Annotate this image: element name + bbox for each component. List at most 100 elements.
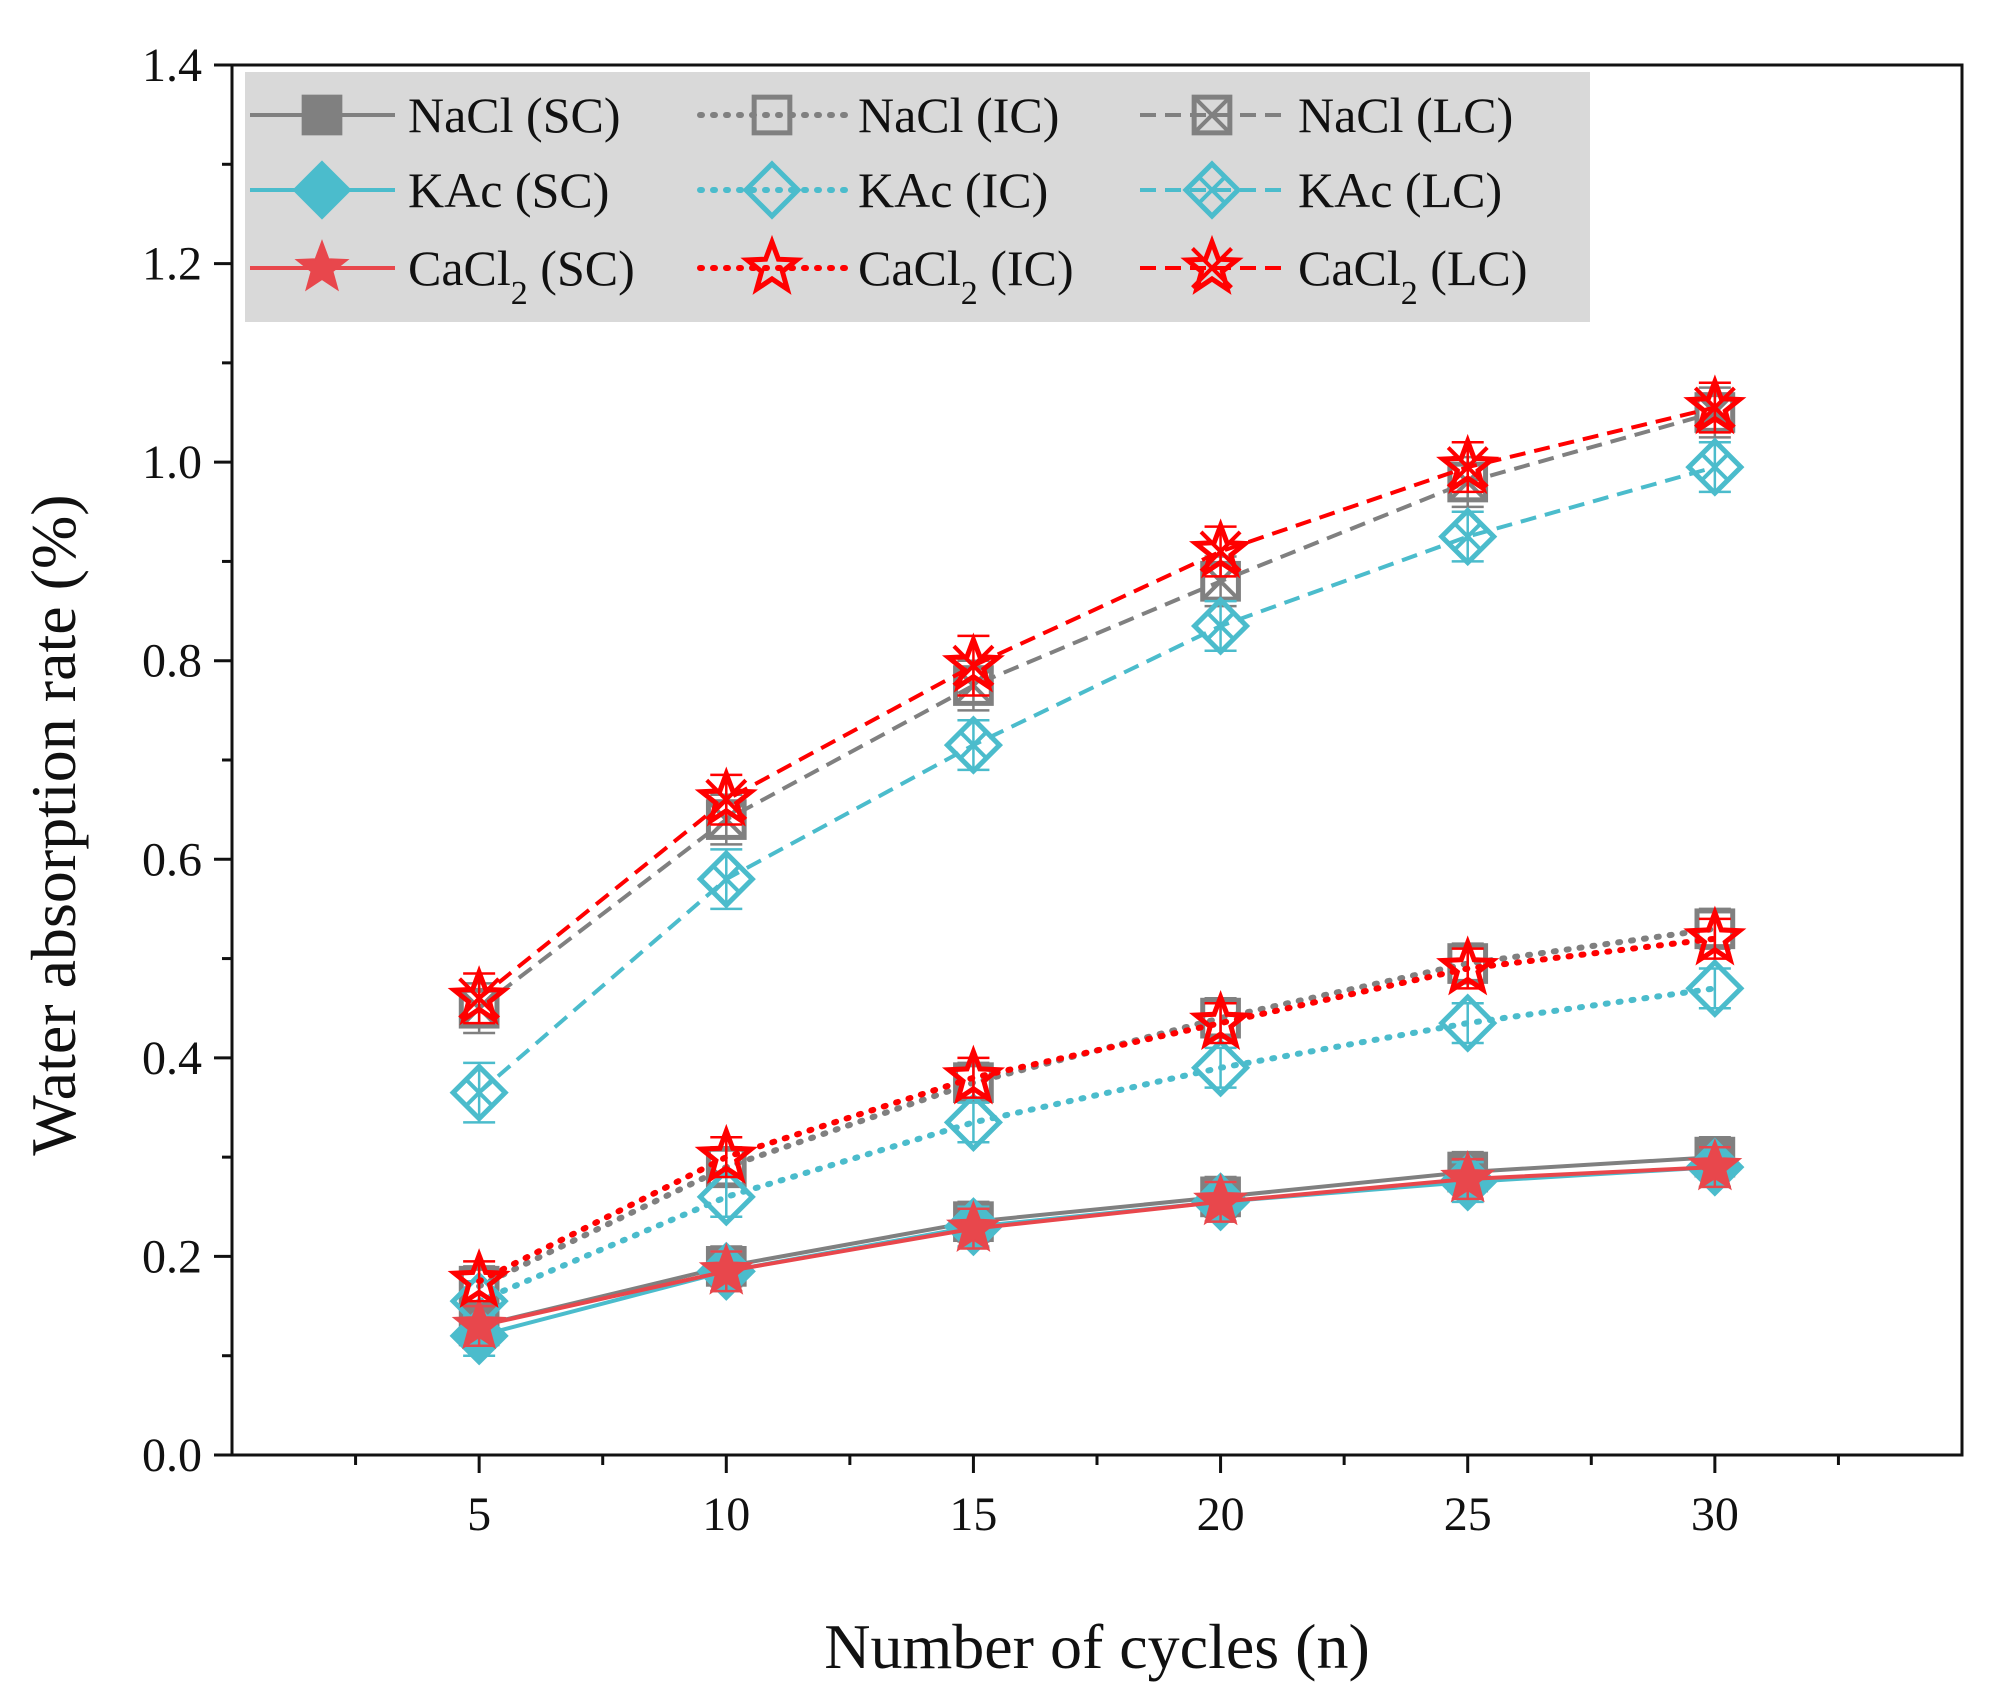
marker-star [941,632,1005,693]
marker-diamond [1438,993,1498,1053]
marker-cross [1700,452,1730,482]
marker-diamond [292,160,352,220]
series-line [476,935,1718,1285]
legend-label: NaCl (SC) [408,87,621,143]
marker-star [1436,935,1500,996]
series-line [477,410,1716,1010]
marker-diamond [696,849,756,909]
legend-label: CaCl2 (SC) [408,240,635,312]
marker-star [1683,374,1747,435]
x-tick-label: 10 [702,1488,750,1541]
marker-diamond [1438,507,1498,567]
marker-cross [464,1078,494,1108]
marker-star [1188,518,1253,579]
legend: NaCl (SC) NaCl (IC) NaCl (LC) KAc (SC) KAc (… [245,72,1590,322]
marker-cross [1192,95,1232,135]
marker-cross [958,730,988,760]
marker-diamond [449,1063,509,1123]
x-axis-title: Number of cycles (n) [824,1611,1370,1682]
legend-entry-nacl-sc-: NaCl (SC) [250,87,621,143]
axes: 0.0 0.2 0.4 0.6 0.8 1.0 1.2 1.4 5 10 15 20 25 30 [142,39,1964,1541]
marker-star [1180,234,1244,295]
series-kac-lc- [449,437,1745,1124]
legend-label: NaCl (LC) [1298,87,1513,143]
series-line [476,985,1718,1305]
series-cacl2-lc- [447,374,1747,1026]
x-tick-label: 5 [467,1488,491,1541]
legend-entry-kac-ic-: KAc (IC) [697,160,1048,220]
marker-star [1683,905,1747,966]
legend-label: CaCl2 (LC) [1298,240,1528,312]
x-tick-label: 15 [949,1488,997,1541]
legend-entry-nacl-lc-: NaCl (LC) [1140,87,1513,143]
marker-cross [711,864,741,894]
legend-entry-nacl-ic-: NaCl (IC) [697,87,1059,143]
series-nacl-lc- [458,386,1736,1035]
series-line [477,405,1716,1000]
legend-entry-cacl2-lc-: CaCl2 (LC) [1140,234,1528,312]
y-tick-label: 1.2 [142,238,202,291]
marker-cross [705,778,748,821]
legend-entry-cacl2-ic-: CaCl2 (IC) [697,234,1074,312]
y-tick-label: 0.6 [142,833,202,886]
y-tick-label: 0.0 [142,1429,202,1482]
y-tick-label: 1.0 [142,436,202,489]
y-axis-title: Water absorption rate (%) [18,494,89,1155]
marker-star [941,1044,1006,1105]
series-layer [447,374,1747,1366]
marker-cross [952,644,995,687]
error-bar [1698,967,1731,1010]
legend-label: CaCl2 (IC) [858,240,1074,312]
marker-star [1188,989,1253,1051]
y-tick-label: 0.8 [142,635,202,688]
marker-square [751,94,793,136]
marker-star [294,239,350,292]
marker-star [694,766,758,827]
marker-cross [1693,386,1736,429]
legend-label: KAc (LC) [1298,162,1502,218]
x-tick-label: 30 [1691,1488,1739,1541]
series-cacl2-ic- [447,905,1747,1309]
x-tick-label: 20 [1197,1488,1245,1541]
x-tick-label: 25 [1444,1488,1492,1541]
marker-cross [1446,446,1489,489]
series-line [478,1165,1715,1328]
marker-cross [1191,247,1233,289]
series-nacl-ic- [458,907,1736,1308]
marker-diamond [943,1092,1004,1152]
series-cacl2-sc- [451,1138,1743,1350]
series-line [478,1165,1716,1338]
marker-diamond [1190,596,1251,656]
marker-star [945,1199,1001,1253]
legend-label: KAc (SC) [408,162,609,218]
marker-cross [1199,530,1242,573]
y-tick-label: 0.2 [142,1230,202,1283]
legend-label: NaCl (IC) [858,87,1059,143]
marker-cross [1197,175,1227,205]
marker-diamond [1182,160,1242,220]
marker-diamond [1190,1038,1251,1098]
y-tick-label: 0.4 [142,1032,202,1085]
series-line [478,1155,1716,1328]
series-line [477,465,1716,1095]
marker-diamond [1685,958,1745,1018]
series-line [476,925,1718,1290]
marker-star [1193,1172,1249,1226]
series-kac-ic- [449,958,1745,1331]
marker-cross [1206,611,1236,641]
legend-background [245,72,1590,322]
marker-diamond [1685,437,1745,497]
legend-entry-kac-sc-: KAc (SC) [250,160,609,220]
marker-star [451,1297,507,1350]
marker-diamond [943,715,1004,775]
legend-entry-cacl2-sc-: CaCl2 (SC) [250,239,635,312]
marker-diamond [742,160,802,220]
marker-star [694,1123,758,1184]
marker-diamond [696,1167,756,1227]
error-bar [1451,1002,1484,1045]
y-tick-label: 1.4 [142,39,202,92]
marker-star [1687,1138,1743,1191]
marker-star [447,965,511,1026]
marker-star [740,234,804,295]
